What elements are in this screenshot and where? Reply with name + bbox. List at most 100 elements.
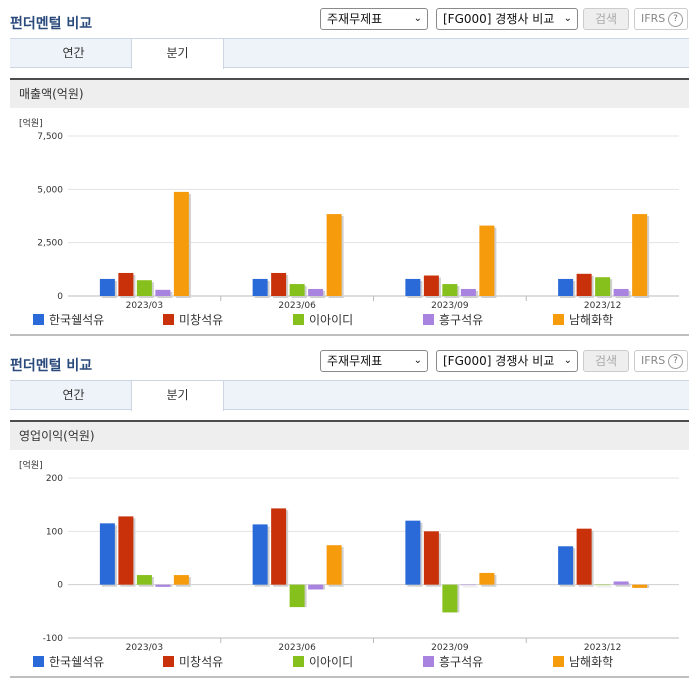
- chevron-down-icon: ⌄: [563, 355, 572, 366]
- legend-swatch: [423, 656, 434, 667]
- ifrs-button[interactable]: IFRS ?: [634, 8, 688, 30]
- bar: [155, 584, 171, 587]
- statement-select[interactable]: 주재무제표 ⌄: [320, 350, 428, 372]
- panel-header: 펀더멘털 비교 주재무제표 ⌄ [FG000] 경쟁사 비교 ⌄ 검색 IFRS…: [0, 342, 696, 380]
- legend-label: 이아이디: [309, 313, 354, 327]
- bar: [613, 288, 629, 296]
- bar: [326, 545, 342, 585]
- y-tick-label: 0: [57, 292, 63, 302]
- unit-label: [억원]: [19, 117, 43, 129]
- panel-title: 펀더멘털 비교: [10, 358, 93, 374]
- bar: [460, 288, 476, 296]
- bar-shadow: [597, 586, 613, 588]
- bar: [289, 584, 305, 608]
- legend-label: 미창석유: [179, 655, 224, 669]
- bar: [271, 508, 287, 585]
- statement-select[interactable]: 주재무제표 ⌄: [320, 8, 428, 30]
- legend-swatch: [293, 314, 304, 325]
- bar: [576, 273, 592, 296]
- y-tick-label: 2,500: [37, 239, 63, 249]
- bar: [460, 584, 476, 586]
- ifrs-button[interactable]: IFRS ?: [634, 350, 688, 372]
- tab-quarterly[interactable]: 분기: [131, 381, 224, 411]
- operating-profit-bar-chart: [억원] -100 0 100 200 2023/03 2023/06 2023/09 2023…: [19, 459, 679, 653]
- bar: [613, 581, 629, 585]
- bar-shadow: [615, 583, 631, 587]
- search-button[interactable]: 검색: [583, 8, 629, 30]
- fundamental-panel-sales: 펀더멘털 비교 주재무제표 ⌄ [FG000] 경쟁사 비교 ⌄ 검색 IFRS…: [0, 0, 696, 336]
- tab-annual[interactable]: 연간: [62, 388, 85, 402]
- bar: [595, 584, 611, 586]
- legend-label: 흥구석유: [439, 313, 484, 327]
- x-tick-label: 2023/12: [584, 643, 621, 653]
- period-tabs: 연간 분기: [10, 38, 689, 69]
- bar: [423, 275, 439, 296]
- metric-label: 영업이익(억원): [10, 420, 689, 450]
- statement-select-value: 주재무제표: [327, 12, 383, 26]
- bar: [479, 225, 495, 296]
- peer-group-select[interactable]: [FG000] 경쟁사 비교 ⌄: [436, 8, 578, 30]
- bar: [326, 214, 342, 296]
- chevron-down-icon: ⌄: [563, 13, 572, 24]
- legend-swatch: [423, 314, 434, 325]
- chart-legend: 한국쉘석유 미창석유 이아이디 흥구석유 남해화학: [0, 654, 696, 670]
- peer-group-select[interactable]: [FG000] 경쟁사 비교 ⌄: [436, 350, 578, 372]
- bar: [173, 575, 189, 585]
- bar: [632, 214, 648, 296]
- help-icon: ?: [668, 354, 683, 369]
- y-tick-label: 7,500: [37, 132, 63, 142]
- x-tick-label: 2023/06: [278, 301, 316, 311]
- bar: [118, 516, 134, 585]
- chevron-down-icon: ⌄: [413, 355, 422, 366]
- peer-group-select-value: [FG000] 경쟁사 비교: [443, 12, 555, 26]
- legend-swatch: [163, 656, 174, 667]
- legend-swatch: [553, 656, 564, 667]
- bar-shadow: [462, 586, 478, 588]
- bar: [99, 278, 115, 296]
- bar: [442, 284, 458, 296]
- legend-swatch: [553, 314, 564, 325]
- bar: [423, 531, 439, 585]
- bar: [173, 191, 189, 296]
- bar: [252, 524, 268, 585]
- x-tick-label: 2023/06: [278, 643, 316, 653]
- legend-label: 흥구석유: [439, 655, 484, 669]
- x-tick-label: 2023/12: [584, 301, 621, 311]
- y-tick-label: 0: [57, 581, 63, 591]
- legend-label: 남해화학: [569, 655, 614, 669]
- bar: [136, 280, 152, 296]
- legend-swatch: [33, 314, 44, 325]
- bar: [479, 572, 495, 585]
- bar: [595, 277, 611, 296]
- divider: [10, 334, 689, 336]
- chart-legend: 한국쉘석유 미창석유 이아이디 흥구석유 남해화학: [0, 312, 696, 328]
- search-button[interactable]: 검색: [583, 350, 629, 372]
- bar: [155, 289, 171, 296]
- bar: [252, 278, 268, 296]
- bar: [99, 523, 115, 585]
- y-tick-label: 100: [46, 527, 63, 537]
- legend-swatch: [163, 314, 174, 325]
- bar: [405, 520, 421, 585]
- bar: [271, 272, 287, 296]
- statement-select-value: 주재무제표: [327, 354, 383, 368]
- bar: [558, 546, 574, 585]
- bar: [558, 278, 574, 296]
- unit-label: [억원]: [19, 459, 43, 471]
- bar: [576, 528, 592, 585]
- tab-annual[interactable]: 연간: [62, 46, 85, 60]
- bar: [308, 288, 324, 296]
- panel-header: 펀더멘털 비교 주재무제표 ⌄ [FG000] 경쟁사 비교 ⌄ 검색 IFRS…: [0, 0, 696, 38]
- x-tick-label: 2023/09: [431, 301, 469, 311]
- panel-title: 펀더멘털 비교: [10, 16, 93, 32]
- y-tick-label: 200: [46, 474, 63, 484]
- x-tick-label: 2023/03: [126, 301, 163, 311]
- tab-quarterly[interactable]: 분기: [131, 39, 224, 69]
- sales-bar-chart: [억원] 0 2,500 5,000 7,500 2023/03 2023/06 2023/0…: [19, 117, 679, 311]
- divider: [10, 676, 689, 678]
- period-tabs: 연간 분기: [10, 380, 689, 411]
- bar: [308, 584, 324, 590]
- fundamental-panel-operating-profit: 펀더멘털 비교 주재무제표 ⌄ [FG000] 경쟁사 비교 ⌄ 검색 IFRS…: [0, 342, 696, 684]
- x-tick-label: 2023/03: [126, 643, 163, 653]
- legend-label: 남해화학: [569, 313, 614, 327]
